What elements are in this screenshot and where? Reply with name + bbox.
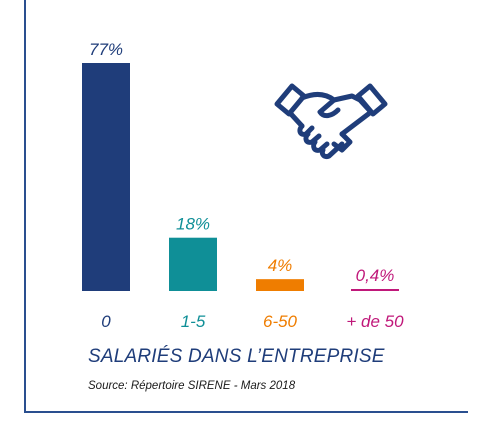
chart-source: Source: Répertoire SIRENE - Mars 2018 bbox=[88, 380, 296, 392]
category-label-3: + de 50 bbox=[346, 312, 404, 331]
value-label-0: 77% bbox=[89, 40, 123, 59]
bar-3 bbox=[351, 289, 399, 291]
category-label-2: 6-50 bbox=[263, 312, 298, 331]
bar-0 bbox=[82, 63, 130, 291]
bar-1 bbox=[169, 237, 217, 291]
frame-bottom-line bbox=[24, 411, 468, 413]
handshake-icon bbox=[272, 74, 390, 164]
frame-left-line bbox=[24, 0, 26, 413]
bar-2 bbox=[256, 279, 304, 291]
value-label-3: 0,4% bbox=[356, 266, 395, 285]
value-label-2: 4% bbox=[268, 256, 293, 275]
category-label-0: 0 bbox=[101, 312, 111, 331]
chart-title: SALARIÉS DANS L’ENTREPRISE bbox=[88, 346, 385, 367]
bar-chart: 77% 0 18% 1-5 4% 6-50 0,4% + de 50 bbox=[82, 40, 404, 331]
value-label-1: 18% bbox=[176, 215, 210, 234]
category-label-1: 1-5 bbox=[181, 312, 206, 331]
